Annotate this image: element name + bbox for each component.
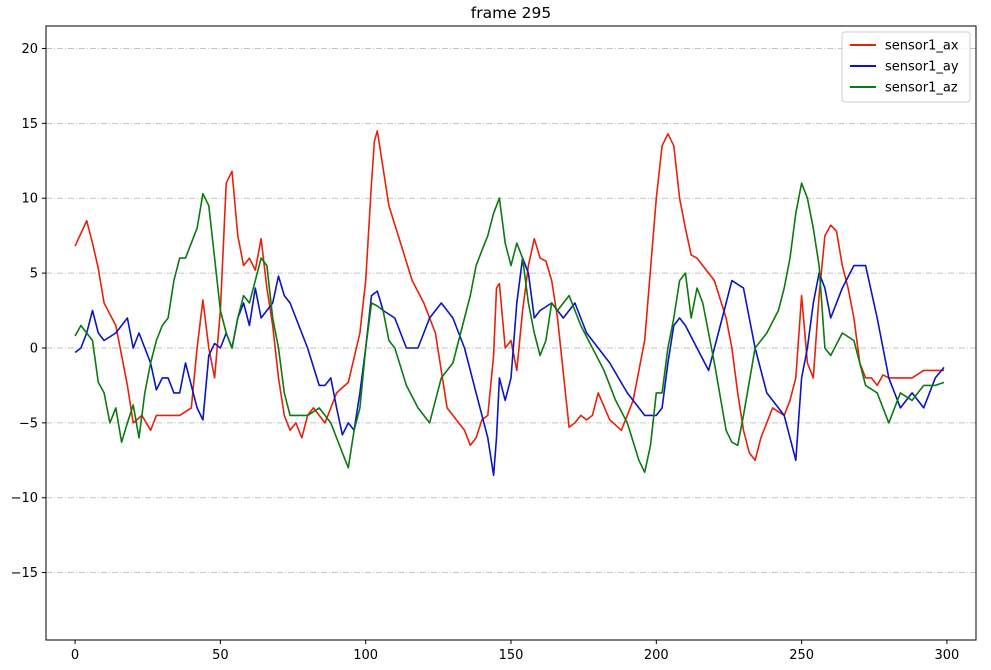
chart-title: frame 295 bbox=[471, 4, 551, 22]
series-line-sensor1_ax bbox=[74, 130, 944, 462]
x-tick-label: 200 bbox=[644, 648, 669, 663]
series-line-sensor1_az bbox=[74, 182, 945, 474]
y-tick-label: 15 bbox=[21, 117, 38, 132]
legend: sensor1_ax sensor1_ay sensor1_az bbox=[841, 31, 971, 103]
x-tick-label: 100 bbox=[353, 648, 378, 663]
x-tick-label: 150 bbox=[499, 648, 524, 663]
legend-label: sensor1_ay bbox=[885, 60, 959, 75]
legend-box bbox=[841, 31, 971, 103]
y-tick-label: −5 bbox=[19, 416, 38, 431]
series-line-sensor1_ay bbox=[74, 257, 945, 477]
y-tick-label: 0 bbox=[30, 341, 38, 356]
y-tick-label: −15 bbox=[11, 566, 38, 581]
legend-label: sensor1_az bbox=[885, 81, 958, 96]
y-tick-label: −10 bbox=[11, 491, 38, 506]
x-tick-label: 250 bbox=[789, 648, 814, 663]
grid bbox=[46, 48, 976, 574]
y-axis: −15 −10 −5 0 5 10 15 20 bbox=[11, 42, 46, 581]
x-axis: 0 50 100 150 200 250 300 bbox=[71, 640, 959, 663]
y-tick-label: 5 bbox=[30, 267, 38, 282]
y-tick-label: 20 bbox=[21, 42, 38, 57]
x-tick-label: 50 bbox=[212, 648, 229, 663]
legend-label: sensor1_ax bbox=[885, 39, 959, 54]
series-lines bbox=[74, 130, 945, 477]
x-tick-label: 0 bbox=[71, 648, 79, 663]
y-tick-label: 10 bbox=[21, 192, 38, 207]
x-tick-label: 300 bbox=[935, 648, 960, 663]
